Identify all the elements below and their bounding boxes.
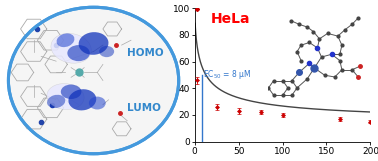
Ellipse shape [47,95,65,108]
Ellipse shape [68,89,96,110]
Ellipse shape [51,33,91,63]
Text: HOMO: HOMO [127,48,164,58]
Ellipse shape [61,85,81,99]
Ellipse shape [57,33,74,47]
Ellipse shape [67,45,90,61]
Ellipse shape [99,46,114,57]
Circle shape [8,7,179,154]
Ellipse shape [79,32,108,55]
Text: HeLa: HeLa [211,12,250,26]
Ellipse shape [47,84,84,110]
Ellipse shape [89,97,106,109]
Text: LUMO: LUMO [127,103,161,113]
Text: EC$_{50}$ = 8 μM: EC$_{50}$ = 8 μM [203,68,252,81]
